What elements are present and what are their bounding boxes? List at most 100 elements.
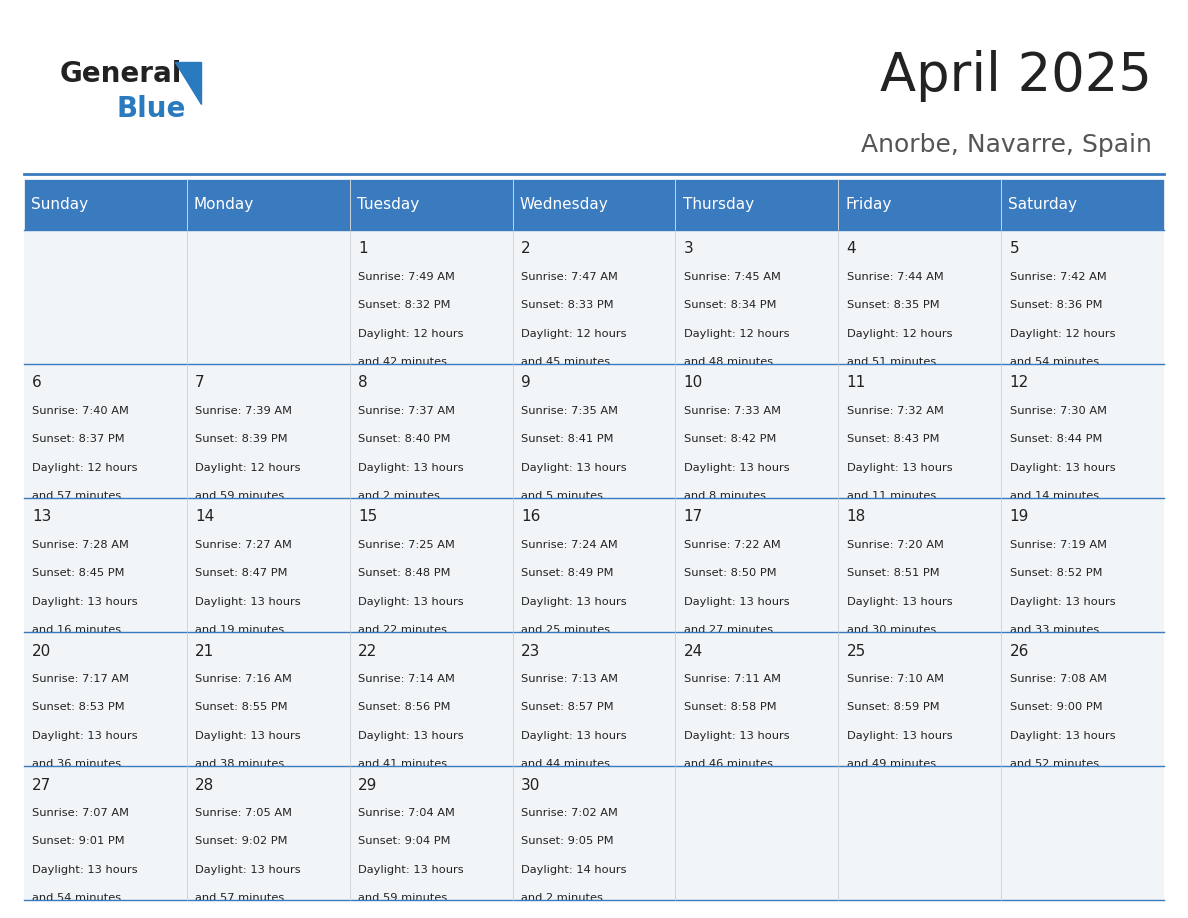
- Text: Sunset: 8:33 PM: Sunset: 8:33 PM: [520, 300, 613, 310]
- Text: Sunrise: 7:47 AM: Sunrise: 7:47 AM: [520, 272, 618, 282]
- Text: Daylight: 13 hours: Daylight: 13 hours: [1010, 597, 1116, 607]
- Text: and 54 minutes.: and 54 minutes.: [1010, 357, 1102, 367]
- Text: 13: 13: [32, 509, 51, 524]
- Text: Sunrise: 7:32 AM: Sunrise: 7:32 AM: [847, 406, 943, 416]
- Text: 18: 18: [847, 509, 866, 524]
- Text: Sunset: 8:34 PM: Sunset: 8:34 PM: [684, 300, 776, 310]
- Text: Daylight: 13 hours: Daylight: 13 hours: [847, 597, 953, 607]
- Text: Sunset: 8:47 PM: Sunset: 8:47 PM: [195, 568, 287, 578]
- Text: and 25 minutes.: and 25 minutes.: [520, 625, 614, 635]
- Text: Sunset: 8:59 PM: Sunset: 8:59 PM: [847, 702, 940, 712]
- Bar: [839, 179, 1001, 230]
- Text: Sunset: 8:42 PM: Sunset: 8:42 PM: [684, 434, 776, 444]
- Bar: [24, 632, 1164, 766]
- Text: 24: 24: [684, 644, 703, 658]
- Text: Sunset: 8:52 PM: Sunset: 8:52 PM: [1010, 568, 1102, 578]
- Text: Sunset: 8:39 PM: Sunset: 8:39 PM: [195, 434, 287, 444]
- Text: Daylight: 13 hours: Daylight: 13 hours: [520, 463, 626, 473]
- Text: 11: 11: [847, 375, 866, 390]
- Bar: [1001, 179, 1164, 230]
- Text: Daylight: 13 hours: Daylight: 13 hours: [1010, 463, 1116, 473]
- Text: Daylight: 13 hours: Daylight: 13 hours: [684, 731, 789, 741]
- Text: Daylight: 13 hours: Daylight: 13 hours: [520, 731, 626, 741]
- Bar: [24, 498, 1164, 632]
- Text: and 14 minutes.: and 14 minutes.: [1010, 491, 1102, 501]
- Text: 19: 19: [1010, 509, 1029, 524]
- Text: Sunset: 8:32 PM: Sunset: 8:32 PM: [358, 300, 450, 310]
- Text: Wednesday: Wednesday: [519, 196, 608, 212]
- Text: 3: 3: [684, 241, 694, 256]
- Text: Daylight: 13 hours: Daylight: 13 hours: [32, 865, 138, 875]
- Text: Daylight: 13 hours: Daylight: 13 hours: [684, 597, 789, 607]
- Text: Daylight: 13 hours: Daylight: 13 hours: [358, 597, 463, 607]
- Text: and 5 minutes.: and 5 minutes.: [520, 491, 607, 501]
- Text: Sunrise: 7:02 AM: Sunrise: 7:02 AM: [520, 808, 618, 818]
- Text: Sunrise: 7:27 AM: Sunrise: 7:27 AM: [195, 540, 292, 550]
- Text: Sunset: 8:40 PM: Sunset: 8:40 PM: [358, 434, 450, 444]
- Text: 5: 5: [1010, 241, 1019, 256]
- Text: Sunrise: 7:39 AM: Sunrise: 7:39 AM: [195, 406, 292, 416]
- Text: 15: 15: [358, 509, 377, 524]
- Text: Daylight: 12 hours: Daylight: 12 hours: [684, 329, 789, 339]
- Text: 20: 20: [32, 644, 51, 658]
- Text: Sunrise: 7:45 AM: Sunrise: 7:45 AM: [684, 272, 781, 282]
- Text: and 42 minutes.: and 42 minutes.: [358, 357, 450, 367]
- Text: and 57 minutes.: and 57 minutes.: [32, 491, 125, 501]
- Text: Daylight: 12 hours: Daylight: 12 hours: [358, 329, 463, 339]
- Text: Sunday: Sunday: [31, 196, 88, 212]
- Text: Sunrise: 7:33 AM: Sunrise: 7:33 AM: [684, 406, 781, 416]
- Text: Sunrise: 7:20 AM: Sunrise: 7:20 AM: [847, 540, 943, 550]
- Text: 6: 6: [32, 375, 42, 390]
- Text: and 44 minutes.: and 44 minutes.: [520, 759, 613, 769]
- Text: 29: 29: [358, 778, 378, 792]
- Text: 23: 23: [520, 644, 541, 658]
- Text: Sunrise: 7:30 AM: Sunrise: 7:30 AM: [1010, 406, 1107, 416]
- Text: Sunrise: 7:37 AM: Sunrise: 7:37 AM: [358, 406, 455, 416]
- Text: and 52 minutes.: and 52 minutes.: [1010, 759, 1102, 769]
- Text: and 51 minutes.: and 51 minutes.: [847, 357, 940, 367]
- Text: Daylight: 13 hours: Daylight: 13 hours: [684, 463, 789, 473]
- Text: Sunrise: 7:17 AM: Sunrise: 7:17 AM: [32, 674, 129, 684]
- Text: Sunset: 8:48 PM: Sunset: 8:48 PM: [358, 568, 450, 578]
- Text: Sunset: 8:45 PM: Sunset: 8:45 PM: [32, 568, 125, 578]
- Text: and 41 minutes.: and 41 minutes.: [358, 759, 450, 769]
- Text: and 54 minutes.: and 54 minutes.: [32, 893, 125, 903]
- Text: and 33 minutes.: and 33 minutes.: [1010, 625, 1102, 635]
- Text: Sunset: 8:58 PM: Sunset: 8:58 PM: [684, 702, 777, 712]
- Text: Sunrise: 7:08 AM: Sunrise: 7:08 AM: [1010, 674, 1107, 684]
- Bar: [24, 179, 187, 230]
- Text: Sunrise: 7:07 AM: Sunrise: 7:07 AM: [32, 808, 129, 818]
- Text: Daylight: 14 hours: Daylight: 14 hours: [520, 865, 626, 875]
- Text: 9: 9: [520, 375, 531, 390]
- Text: Anorbe, Navarre, Spain: Anorbe, Navarre, Spain: [861, 133, 1152, 157]
- Text: Sunrise: 7:04 AM: Sunrise: 7:04 AM: [358, 808, 455, 818]
- Text: and 16 minutes.: and 16 minutes.: [32, 625, 125, 635]
- Text: Daylight: 13 hours: Daylight: 13 hours: [32, 731, 138, 741]
- Text: 12: 12: [1010, 375, 1029, 390]
- Polygon shape: [175, 62, 201, 104]
- Text: Sunrise: 7:13 AM: Sunrise: 7:13 AM: [520, 674, 618, 684]
- Text: and 49 minutes.: and 49 minutes.: [847, 759, 940, 769]
- Text: Saturday: Saturday: [1009, 196, 1078, 212]
- Text: 1: 1: [358, 241, 367, 256]
- Text: Sunset: 9:05 PM: Sunset: 9:05 PM: [520, 836, 613, 846]
- Text: Sunset: 8:43 PM: Sunset: 8:43 PM: [847, 434, 940, 444]
- Text: Daylight: 12 hours: Daylight: 12 hours: [32, 463, 138, 473]
- Text: Daylight: 13 hours: Daylight: 13 hours: [847, 731, 953, 741]
- Text: Sunset: 9:01 PM: Sunset: 9:01 PM: [32, 836, 125, 846]
- Text: Sunset: 8:37 PM: Sunset: 8:37 PM: [32, 434, 125, 444]
- Text: Tuesday: Tuesday: [356, 196, 419, 212]
- Text: and 2 minutes.: and 2 minutes.: [520, 893, 606, 903]
- Text: 10: 10: [684, 375, 703, 390]
- Bar: [24, 766, 1164, 900]
- Text: Blue: Blue: [116, 95, 185, 123]
- Text: Sunset: 8:56 PM: Sunset: 8:56 PM: [358, 702, 450, 712]
- Text: Sunset: 8:41 PM: Sunset: 8:41 PM: [520, 434, 613, 444]
- Text: April 2025: April 2025: [880, 50, 1152, 103]
- Text: Sunset: 8:35 PM: Sunset: 8:35 PM: [847, 300, 940, 310]
- Text: Sunrise: 7:14 AM: Sunrise: 7:14 AM: [358, 674, 455, 684]
- Text: Sunrise: 7:28 AM: Sunrise: 7:28 AM: [32, 540, 129, 550]
- Text: 8: 8: [358, 375, 367, 390]
- Text: 25: 25: [847, 644, 866, 658]
- Text: 26: 26: [1010, 644, 1029, 658]
